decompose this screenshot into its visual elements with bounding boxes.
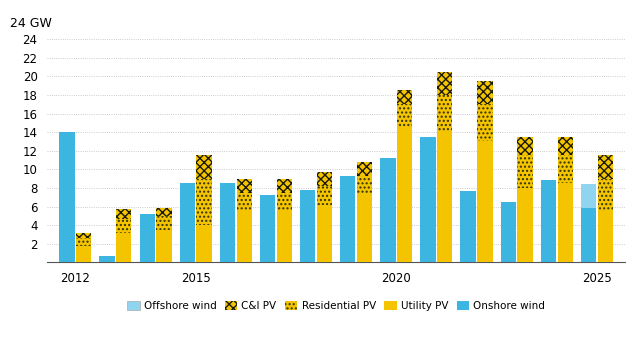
Bar bbox=[76, 246, 92, 262]
Bar bbox=[76, 238, 92, 246]
Bar bbox=[500, 202, 516, 262]
Bar bbox=[477, 81, 493, 104]
Bar bbox=[581, 184, 596, 208]
Bar bbox=[357, 162, 372, 176]
Bar bbox=[461, 191, 476, 262]
Bar bbox=[60, 132, 74, 262]
Bar bbox=[518, 188, 532, 262]
Bar bbox=[276, 193, 292, 211]
Bar bbox=[260, 195, 275, 262]
Bar bbox=[437, 72, 452, 95]
Bar bbox=[140, 214, 155, 262]
Bar bbox=[541, 180, 556, 262]
Bar bbox=[397, 104, 412, 127]
Bar bbox=[557, 155, 573, 183]
Bar bbox=[317, 186, 332, 205]
Bar bbox=[518, 155, 532, 188]
Bar bbox=[357, 176, 372, 193]
Bar bbox=[276, 211, 292, 262]
Bar bbox=[477, 104, 493, 142]
Bar bbox=[99, 256, 115, 262]
Bar bbox=[397, 90, 412, 104]
Bar bbox=[196, 179, 212, 225]
Bar bbox=[557, 137, 573, 155]
Bar bbox=[598, 179, 613, 211]
Bar bbox=[220, 183, 235, 262]
Bar bbox=[237, 193, 252, 211]
Bar bbox=[380, 158, 396, 262]
Bar bbox=[300, 190, 316, 262]
Bar bbox=[116, 233, 131, 262]
Bar bbox=[156, 230, 172, 262]
Bar bbox=[237, 179, 252, 193]
Bar bbox=[196, 155, 212, 179]
Bar bbox=[437, 95, 452, 132]
Legend: Offshore wind, C&I PV, Residential PV, Utility PV, Onshore wind: Offshore wind, C&I PV, Residential PV, U… bbox=[123, 297, 549, 315]
Text: 24 GW: 24 GW bbox=[10, 17, 52, 30]
Bar bbox=[276, 179, 292, 193]
Bar bbox=[317, 205, 332, 262]
Bar bbox=[437, 132, 452, 262]
Bar bbox=[116, 219, 131, 233]
Bar bbox=[581, 208, 596, 262]
Bar bbox=[357, 193, 372, 262]
Bar bbox=[180, 183, 195, 262]
Bar bbox=[397, 127, 412, 262]
Bar bbox=[196, 225, 212, 262]
Bar bbox=[116, 209, 131, 219]
Bar bbox=[557, 183, 573, 262]
Bar bbox=[156, 208, 172, 216]
Bar bbox=[76, 233, 92, 238]
Bar bbox=[420, 137, 436, 262]
Bar bbox=[340, 176, 355, 262]
Bar bbox=[477, 142, 493, 262]
Bar bbox=[237, 211, 252, 262]
Bar bbox=[317, 172, 332, 186]
Bar bbox=[598, 211, 613, 262]
Bar bbox=[156, 216, 172, 230]
Bar bbox=[598, 155, 613, 179]
Bar bbox=[518, 137, 532, 155]
